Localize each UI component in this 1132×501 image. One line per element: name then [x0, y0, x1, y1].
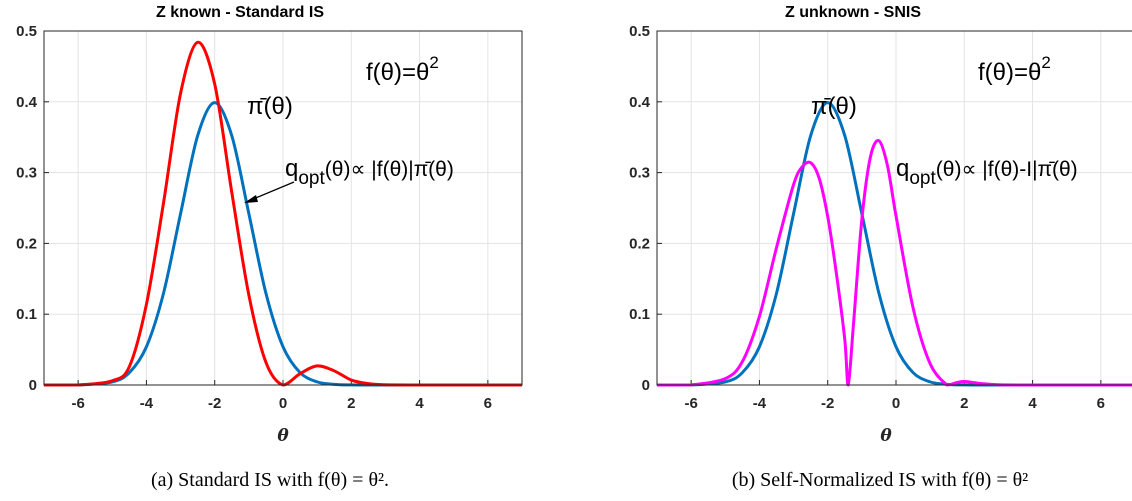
- chart-title: Z known - Standard IS: [156, 4, 324, 21]
- x-tick-label: 0: [892, 395, 900, 412]
- x-tick-label: 2: [960, 395, 968, 412]
- x-tick-label: -4: [140, 395, 154, 412]
- panel-standard-is: Z known - Standard IS -6 -4 -2 0 2 4 6 0 0.1 0.2…: [16, 4, 523, 491]
- caption: (a) Standard IS with f(θ) = θ².: [151, 469, 389, 491]
- y-tick-label: 0.5: [16, 23, 37, 40]
- q-opt-label: qopt(θ)∝ |f(θ)-I|π̄(θ): [896, 155, 1078, 189]
- x-tick-labels: -6 -4 -2 0 2 4 6: [71, 395, 492, 412]
- x-tick-label: -6: [684, 395, 697, 412]
- x-tick-label: 4: [1028, 395, 1037, 412]
- plot-frame: [656, 30, 1132, 386]
- x-axis-label: θ: [880, 426, 892, 446]
- plot-frame: [43, 30, 523, 386]
- x-tick-label: -2: [821, 395, 834, 412]
- x-tick-label: 6: [484, 395, 492, 412]
- x-tick-label: 2: [347, 395, 355, 412]
- q-opt-label: qopt(θ)∝ |f(θ)|π̄(θ): [285, 155, 454, 189]
- x-tick-label: -2: [208, 395, 221, 412]
- y-tick-label: 0.3: [16, 165, 37, 182]
- x-tick-label: 0: [279, 395, 287, 412]
- x-tick-label: -4: [753, 395, 767, 412]
- y-tick-label: 0.4: [16, 94, 38, 111]
- x-tick-label: 6: [1097, 395, 1105, 412]
- pi-bar-label: π̄(θ): [247, 93, 293, 120]
- y-tick-label: 0: [642, 377, 650, 394]
- f-theta-label: f(θ)=θ2: [366, 53, 439, 86]
- y-tick-label: 0: [29, 377, 37, 394]
- x-tick-labels: -6 -4 -2 0 2 4 6: [684, 395, 1105, 412]
- y-tick-labels: 0 0.1 0.2 0.3 0.4 0.5: [629, 23, 651, 394]
- y-tick-label: 0.5: [629, 23, 650, 40]
- y-tick-labels: 0 0.1 0.2 0.3 0.4 0.5: [16, 23, 38, 394]
- caption: (b) Self-Normalized IS with f(θ) = θ²: [732, 469, 1028, 491]
- y-tick-label: 0.1: [629, 306, 650, 323]
- chart-title: Z unknown - SNIS: [785, 4, 921, 21]
- x-tick-label: 4: [415, 395, 424, 412]
- x-axis-label: θ: [277, 426, 289, 446]
- x-tick-label: -6: [71, 395, 84, 412]
- y-tick-label: 0.2: [16, 235, 37, 252]
- y-tick-label: 0.2: [629, 235, 650, 252]
- series-line-1: [656, 139, 1132, 387]
- y-tick-label: 0.1: [16, 306, 37, 323]
- panel-snis: Z unknown - SNIS -6 -4 -2 0 2 4 6 0 0.1 0.2 0.3 0.…: [629, 4, 1132, 491]
- y-tick-label: 0.4: [629, 94, 651, 111]
- pi-bar-label: π̄(θ): [811, 93, 857, 120]
- f-theta-label: f(θ)=θ2: [978, 53, 1051, 86]
- annotation-arrow: [244, 181, 295, 203]
- y-tick-label: 0.3: [629, 165, 650, 182]
